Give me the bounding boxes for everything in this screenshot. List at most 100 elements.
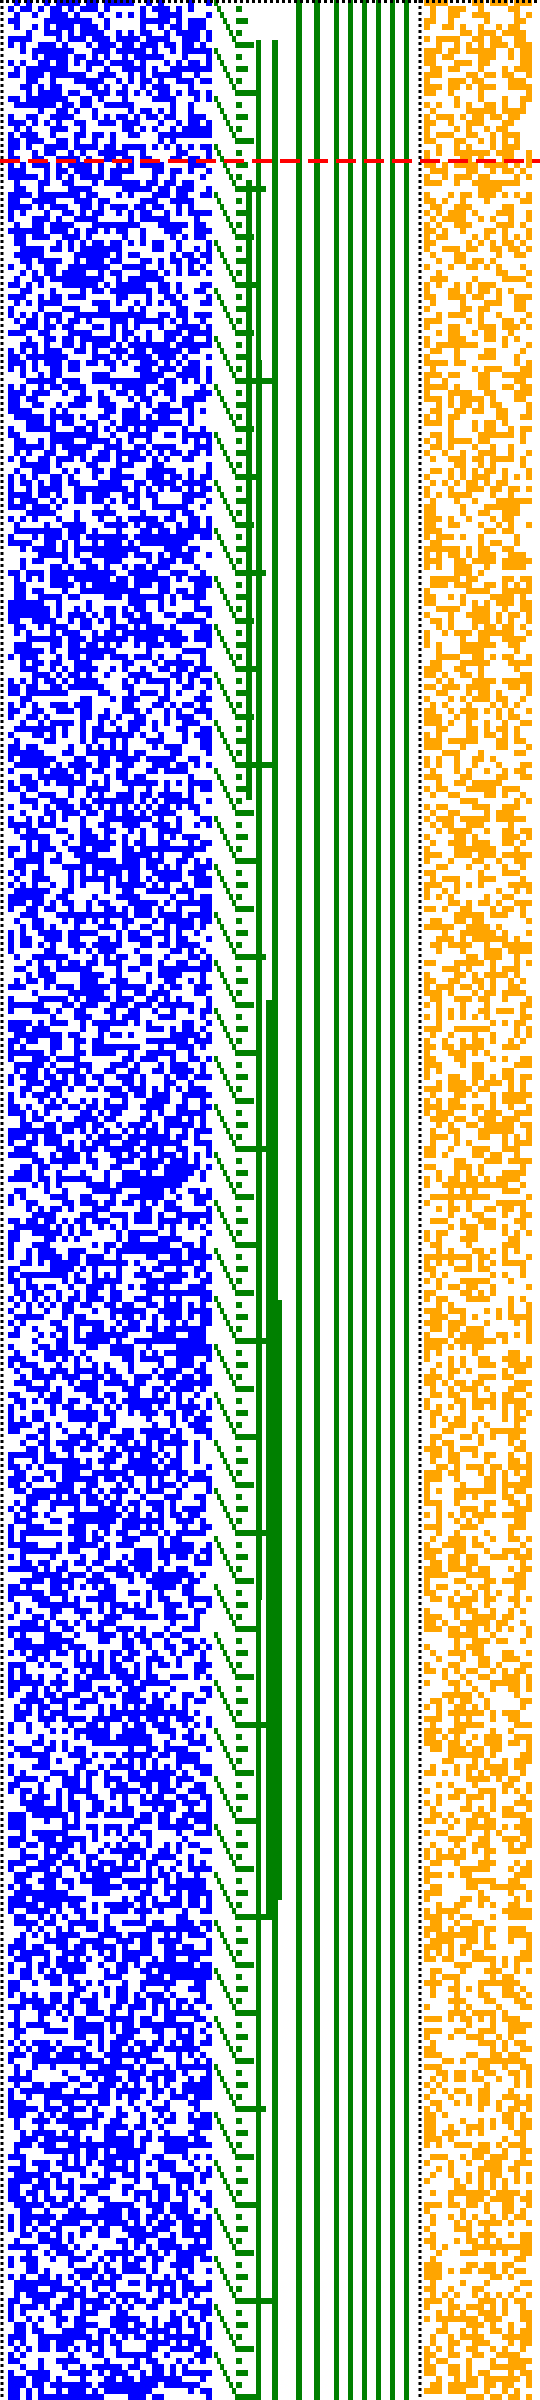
bit-cell [158, 906, 164, 912]
bit-cell [200, 1362, 206, 1368]
bit-cell [20, 882, 26, 888]
bit-cell [128, 1032, 134, 1038]
bit-cell [62, 1374, 80, 1380]
counter-step [217, 918, 221, 924]
bit-cell [122, 2376, 134, 2382]
bit-cell [206, 1488, 212, 1494]
bit-cell [146, 438, 152, 444]
bit-cell [128, 1716, 140, 1722]
bit-cell [62, 1236, 68, 1242]
bit-cell [182, 36, 200, 42]
bit-cell [146, 1746, 158, 1752]
bit-cell [74, 1620, 80, 1626]
bit-cell [200, 690, 206, 696]
counter-carry [236, 1026, 248, 1032]
counter-carry [236, 2226, 248, 2232]
bit-cell [50, 582, 74, 588]
counter-bar-segment [276, 1300, 282, 1900]
bit-cell [170, 486, 182, 492]
bit-cell [92, 342, 110, 348]
bit-cell [164, 1392, 170, 1398]
bit-cell [158, 1662, 170, 1668]
bit-cell [158, 816, 164, 822]
bit-cell [158, 186, 170, 192]
bit-cell [92, 1716, 122, 1722]
bit-cell [164, 1950, 212, 1956]
bit-cell [68, 2262, 74, 2268]
counter-step [226, 1512, 230, 1518]
bit-cell [146, 1290, 212, 1296]
counter-step [214, 384, 218, 390]
bit-cell [98, 72, 116, 78]
hash-cell [454, 1134, 460, 1140]
bit-cell [140, 2136, 152, 2142]
bit-cell [200, 1518, 206, 1524]
hash-cell [442, 966, 460, 972]
bit-cell [176, 726, 188, 732]
bit-cell [14, 1470, 26, 1476]
bit-cell [206, 516, 212, 522]
bit-cell [152, 810, 176, 816]
bit-cell [80, 726, 86, 732]
hash-cell [478, 432, 514, 438]
hash-cell [502, 852, 532, 858]
bit-cell [206, 954, 212, 960]
bit-cell [80, 2232, 86, 2238]
bit-cell [200, 1314, 212, 1320]
bit-cell [56, 216, 62, 222]
hash-cell [430, 1140, 436, 1146]
bit-cell [146, 1788, 152, 1794]
bit-cell [104, 708, 110, 714]
bit-cell [98, 1704, 104, 1710]
bit-cell [146, 1500, 164, 1506]
bit-cell [32, 534, 38, 540]
counter-carry [236, 1062, 242, 1068]
bit-cell [140, 510, 146, 516]
counter-carry [236, 762, 272, 768]
bit-cell [116, 726, 122, 732]
bit-cell [104, 144, 116, 150]
bit-cell [128, 240, 134, 246]
bit-cell [68, 2388, 86, 2394]
bit-cell [140, 1938, 152, 1944]
hash-cell [466, 144, 472, 150]
hash-cell [448, 612, 454, 618]
bit-cell [38, 2046, 56, 2052]
bit-cell [134, 2334, 146, 2340]
bit-cell [200, 1638, 206, 1644]
hash-cell [526, 1128, 532, 1134]
bit-cell [86, 1296, 104, 1302]
bit-cell [206, 2268, 212, 2274]
bit-cell [92, 1908, 98, 1914]
bit-cell [182, 492, 206, 498]
bit-cell [8, 1110, 26, 1116]
bit-cell [8, 768, 14, 774]
hash-cell [508, 642, 520, 648]
hash-cell [490, 138, 496, 144]
bit-cell [206, 1806, 212, 1812]
bit-cell [104, 1914, 110, 1920]
bit-cell [188, 2340, 206, 2346]
bit-cell [14, 2034, 20, 2040]
hash-cell [508, 1086, 514, 1092]
bit-cell [152, 2094, 158, 2100]
bit-cell [92, 288, 104, 294]
bit-cell [38, 2124, 44, 2130]
bit-cell [200, 1026, 206, 1032]
counter-carry [236, 1254, 242, 1260]
hash-cell [520, 594, 526, 600]
counter-step [232, 180, 236, 186]
bit-cell [176, 2028, 182, 2034]
hash-cell [442, 54, 454, 60]
hash-cell [478, 666, 484, 672]
bit-cell [14, 414, 44, 420]
bit-cell [68, 594, 80, 600]
bit-cell [74, 1356, 80, 1362]
bit-cell [188, 102, 194, 108]
bit-cell [158, 288, 170, 294]
bit-cell [50, 1710, 68, 1716]
bit-cell [98, 1110, 104, 1116]
counter-carry [236, 822, 242, 828]
counter-step [217, 294, 221, 300]
bit-cell [26, 486, 32, 492]
